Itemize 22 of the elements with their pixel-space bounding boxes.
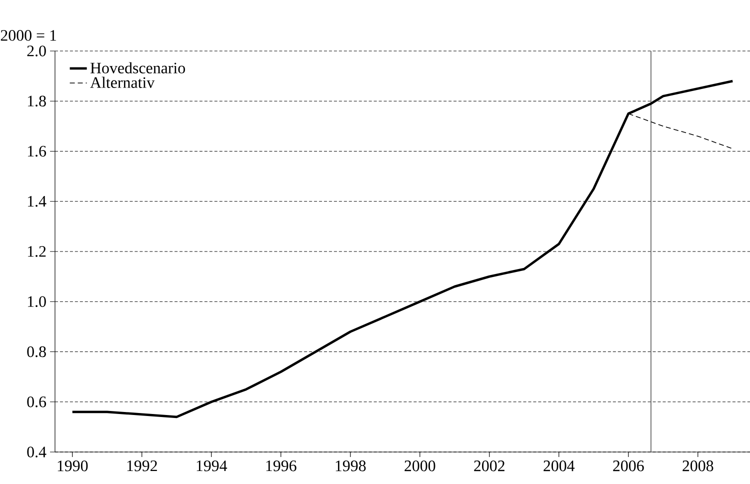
legend-label: Alternativ — [90, 76, 155, 88]
y-tick-label: 1.0 — [28, 296, 46, 308]
y-tick-label: 1.2 — [28, 246, 46, 257]
legend-label: Hovedscenario — [90, 62, 186, 74]
y-tick-label: 1.8 — [28, 96, 46, 107]
x-tick-label: 1990 — [58, 460, 88, 472]
y-tick-label: 0.4 — [27, 446, 46, 458]
y-tick-label: 1.6 — [28, 146, 46, 157]
y-tick-label: 1.4 — [28, 196, 46, 207]
x-tick-label: 2004 — [544, 460, 575, 472]
x-tick-label: 1994 — [196, 460, 228, 472]
x-tick-label: 2008 — [682, 460, 714, 472]
y-tick-label: 2.0 — [27, 46, 46, 56]
x-tick-label: 2006 — [613, 460, 644, 472]
x-tick-label: 1996 — [266, 460, 296, 472]
x-tick-label: 1998 — [336, 460, 366, 472]
y-tick-label: 0.8 — [27, 346, 46, 358]
y-tick-label: 0.6 — [27, 396, 46, 408]
x-tick-label: 2000 — [404, 460, 436, 472]
x-tick-label: 2002 — [474, 460, 504, 472]
x-tick-label: 1992 — [127, 460, 157, 472]
y-axis-title: 2000 = 1 — [0, 30, 56, 41]
